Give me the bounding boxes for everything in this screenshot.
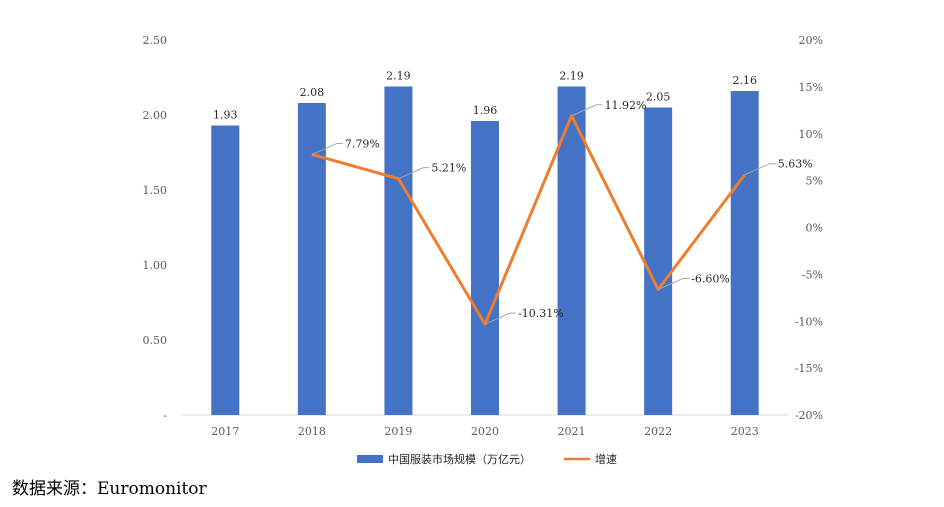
left-tick-label: 1.00 xyxy=(143,259,168,272)
legend-bar-swatch xyxy=(357,455,383,463)
right-tick-label: 15% xyxy=(799,81,823,94)
legend-bar-label: 中国服装市场规模（万亿元） xyxy=(388,452,531,466)
x-tick-label: 2022 xyxy=(644,425,672,438)
bar-value-label: 2.08 xyxy=(300,86,325,99)
left-tick-label: 2.00 xyxy=(143,109,168,122)
label-leader-line xyxy=(657,277,690,290)
growth-value-label: -6.60% xyxy=(691,272,730,285)
chart: - 0.50 1.00 1.50 2.00 2.50 -20% -15% -10% -5% 0% 5… xyxy=(143,34,824,466)
right-tick-label: 5% xyxy=(806,175,823,188)
right-tick-label: -15% xyxy=(795,362,823,375)
bar xyxy=(730,91,759,415)
right-tick-label: 10% xyxy=(799,128,823,141)
right-tick-label: 0% xyxy=(806,222,823,235)
x-tick-label: 2023 xyxy=(731,425,759,438)
growth-value-label: 5.63% xyxy=(778,158,813,171)
bar-value-label: 2.16 xyxy=(732,74,757,87)
label-leader-line xyxy=(398,167,430,180)
label-leader-line xyxy=(484,312,516,325)
growth-value-label: 11.92% xyxy=(605,99,647,112)
line-data-labels: 7.79% 5.21% -10.31% 11.92% -6.60% 5.63% xyxy=(311,99,813,325)
bar-series xyxy=(211,86,759,415)
bar-value-label: 2.19 xyxy=(386,70,411,83)
line-series xyxy=(311,114,746,326)
bar-value-label: 1.96 xyxy=(473,104,498,117)
bar xyxy=(384,86,413,415)
label-leader-line xyxy=(744,163,776,176)
bar xyxy=(211,125,240,415)
data-source-note: 数据来源：Euromonitor xyxy=(12,479,207,499)
bar-value-label: 2.19 xyxy=(559,70,584,83)
left-tick-label: - xyxy=(163,409,167,422)
x-tick-label: 2018 xyxy=(298,425,326,438)
label-leader-line xyxy=(571,104,603,117)
bar xyxy=(644,107,673,415)
bar-value-label: 1.93 xyxy=(213,109,238,122)
right-tick-label: 20% xyxy=(799,34,823,47)
right-tick-label: -20% xyxy=(795,409,823,422)
x-tick-label: 2017 xyxy=(211,425,239,438)
x-tick-label: 2021 xyxy=(558,425,586,438)
left-tick-label: 1.50 xyxy=(143,184,168,197)
right-tick-label: -10% xyxy=(795,315,823,328)
x-tick-label: 2019 xyxy=(384,425,412,438)
bar-value-label: 2.05 xyxy=(646,91,671,104)
left-axis-tick-labels: - 0.50 1.00 1.50 2.00 2.50 xyxy=(143,34,168,422)
x-tick-label: 2020 xyxy=(471,425,499,438)
growth-value-label: 5.21% xyxy=(431,162,466,175)
right-axis-tick-labels: -20% -15% -10% -5% 0% 5% 10% 15% 20% xyxy=(795,34,823,422)
label-leader-line xyxy=(311,142,343,155)
growth-value-label: 7.79% xyxy=(345,137,380,150)
right-tick-label: -5% xyxy=(802,268,823,281)
bar-data-labels: 1.93 2.08 2.19 1.96 2.19 2.05 2.16 xyxy=(213,70,757,122)
left-tick-label: 0.50 xyxy=(143,334,168,347)
legend: 中国服装市场规模（万亿元） 增速 xyxy=(357,452,617,466)
left-tick-label: 2.50 xyxy=(143,34,168,47)
bar xyxy=(471,121,499,415)
legend-line-label: 增速 xyxy=(595,452,617,466)
growth-value-label: -10.31% xyxy=(518,307,564,320)
x-axis-tick-labels: 2017 2018 2019 2020 2021 2022 2023 xyxy=(211,425,758,438)
growth-line xyxy=(311,114,746,326)
